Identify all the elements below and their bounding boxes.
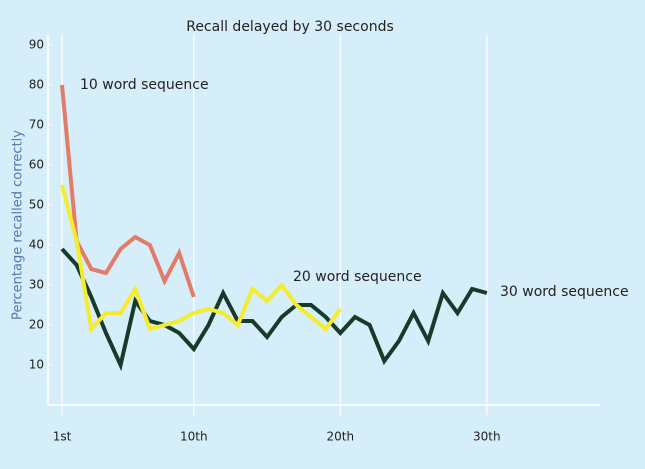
y-tick-label: 50 [29, 198, 44, 212]
series-label: 30 word sequence [500, 284, 629, 300]
x-tick-label: 1st [53, 430, 72, 444]
series-line [60, 84, 196, 298]
y-tick-label: 20 [29, 318, 44, 332]
series-line [60, 184, 342, 334]
series-label: 20 word sequence [293, 269, 422, 285]
y-tick-label: 40 [29, 238, 44, 252]
x-tick-label: 20th [327, 430, 355, 444]
y-axis-label: Percentage recalled correctly [11, 130, 26, 320]
series-label: 10 word sequence [80, 77, 209, 93]
y-tick-label: 60 [29, 158, 44, 172]
y-tick-label: 10 [29, 358, 44, 372]
chart-title: Recall delayed by 30 seconds [186, 19, 394, 35]
x-tick-label: 10th [180, 430, 208, 444]
y-tick-label: 80 [29, 78, 44, 92]
y-tick-label: 70 [29, 118, 44, 132]
y-tick-label: 30 [29, 278, 44, 292]
x-tick-label: 30th [473, 430, 501, 444]
series-line [60, 247, 488, 372]
y-tick-label: 90 [29, 38, 44, 52]
